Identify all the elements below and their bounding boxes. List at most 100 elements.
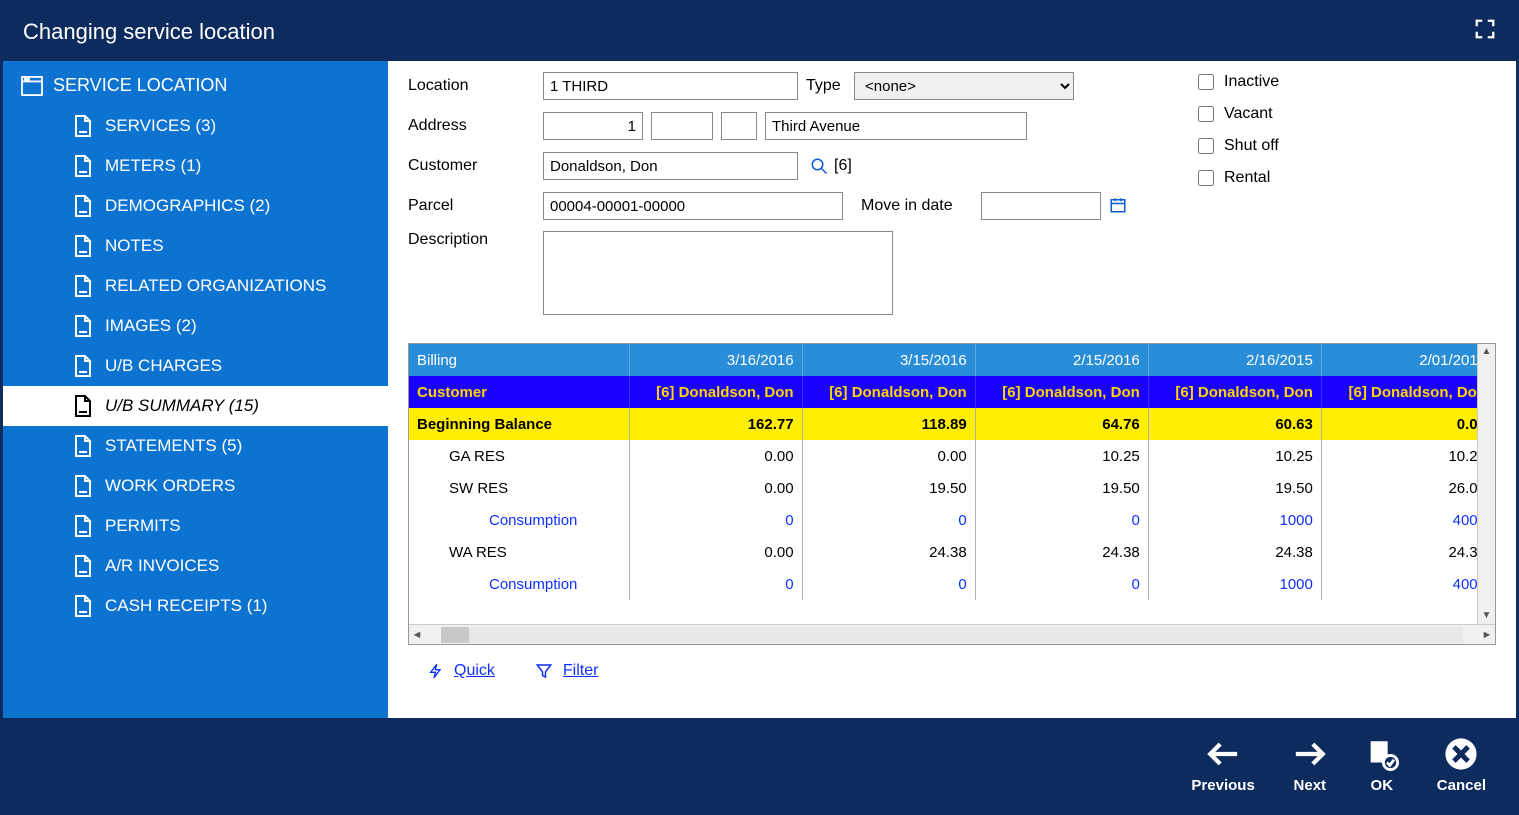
grid-vscrollbar[interactable]: ▲ ▼ <box>1477 344 1495 624</box>
grid-cell: 0 <box>629 504 802 536</box>
grid-cell: 0.00 <box>629 536 802 568</box>
grid-cell: 0.00 <box>629 472 802 504</box>
sidebar-item-1[interactable]: METERS (1) <box>3 146 388 186</box>
grid-col-date[interactable]: 3/15/2016 <box>802 344 975 376</box>
quick-label: Quick <box>454 662 495 680</box>
sidebar-item-5[interactable]: IMAGES (2) <box>3 306 388 346</box>
grid-cell: 24.38 <box>1321 536 1494 568</box>
grid-cell: 19.50 <box>975 472 1148 504</box>
grid-cell: 0 <box>802 504 975 536</box>
grid-row[interactable]: Consumption00010004000 <box>409 568 1495 600</box>
grid-col-billing[interactable]: Billing <box>409 344 629 376</box>
description-label: Description <box>408 231 543 249</box>
sidebar-item-10[interactable]: PERMITS <box>3 506 388 546</box>
grid-cell: 1000 <box>1148 568 1321 600</box>
grid-col-date[interactable]: 2/15/2016 <box>975 344 1148 376</box>
rental-checkbox[interactable]: Rental <box>1198 169 1279 187</box>
grid-col-customer: Customer <box>409 376 629 408</box>
sidebar-item-label: U/B CHARGES <box>105 356 222 376</box>
grid-customer-cell: [6] Donaldson, Don <box>802 376 975 408</box>
previous-button[interactable]: Previous <box>1191 737 1254 794</box>
checkbox-group: Inactive Vacant Shut off Rental <box>1198 71 1279 325</box>
sidebar-item-9[interactable]: WORK ORDERS <box>3 466 388 506</box>
address-unit-input[interactable] <box>651 112 713 140</box>
grid-cell: 10.25 <box>975 440 1148 472</box>
grid-cell: 64.76 <box>975 408 1148 440</box>
sidebar-item-2[interactable]: DEMOGRAPHICS (2) <box>3 186 388 226</box>
scroll-up-icon[interactable]: ▲ <box>1478 344 1495 360</box>
grid-row[interactable]: Beginning Balance162.77118.8964.7660.630… <box>409 408 1495 440</box>
grid-col-date[interactable]: 3/16/2016 <box>629 344 802 376</box>
sidebar-item-4[interactable]: RELATED ORGANIZATIONS <box>3 266 388 306</box>
next-button[interactable]: Next <box>1293 737 1327 794</box>
grid-col-date[interactable]: 2/16/2015 <box>1148 344 1321 376</box>
grid-hscrollbar[interactable]: ◄ ► <box>409 624 1495 644</box>
sidebar-item-12[interactable]: CASH RECEIPTS (1) <box>3 586 388 626</box>
sidebar-item-label: U/B SUMMARY (15) <box>105 396 259 416</box>
location-input[interactable] <box>543 72 798 100</box>
calendar-icon[interactable] <box>1109 196 1127 217</box>
grid-customer-cell: [6] Donaldson, Don <box>1321 376 1494 408</box>
shutoff-checkbox[interactable]: Shut off <box>1198 137 1279 155</box>
customer-input[interactable] <box>543 152 798 180</box>
grid-cell: 24.38 <box>1148 536 1321 568</box>
sidebar-header[interactable]: SERVICE LOCATION <box>3 69 388 106</box>
grid-cell: 4000 <box>1321 504 1494 536</box>
grid-cell: 0 <box>629 568 802 600</box>
sidebar-item-label: IMAGES (2) <box>105 316 197 336</box>
address-street-input[interactable] <box>765 112 1027 140</box>
grid-cell: 26.00 <box>1321 472 1494 504</box>
grid-cell: 60.63 <box>1148 408 1321 440</box>
sidebar-item-3[interactable]: NOTES <box>3 226 388 266</box>
type-select[interactable]: <none> <box>854 72 1074 100</box>
grid-row[interactable]: WA RES0.0024.3824.3824.3824.38 <box>409 536 1495 568</box>
cancel-button[interactable]: Cancel <box>1437 737 1486 794</box>
sidebar-item-label: NOTES <box>105 236 164 256</box>
vacant-checkbox[interactable]: Vacant <box>1198 105 1279 123</box>
grid-cell: 162.77 <box>629 408 802 440</box>
body: SERVICE LOCATION SERVICES (3) METERS (1) D… <box>3 61 1516 718</box>
grid-cell: 0 <box>975 568 1148 600</box>
grid-cell: 0 <box>802 568 975 600</box>
scroll-down-icon[interactable]: ▼ <box>1478 608 1495 624</box>
parcel-input[interactable] <box>543 192 843 220</box>
grid-row-label: WA RES <box>409 536 629 568</box>
sidebar-item-8[interactable]: STATEMENTS (5) <box>3 426 388 466</box>
parcel-label: Parcel <box>408 197 543 215</box>
sidebar-item-label: METERS (1) <box>105 156 201 176</box>
sidebar-item-11[interactable]: A/R INVOICES <box>3 546 388 586</box>
grid-row[interactable]: Consumption00010004000 <box>409 504 1495 536</box>
ok-button[interactable]: OK <box>1365 737 1399 794</box>
address-label: Address <box>408 117 543 135</box>
filter-action[interactable]: Filter <box>535 661 599 681</box>
grid-row-label: SW RES <box>409 472 629 504</box>
grid-cell: 19.50 <box>802 472 975 504</box>
grid-col-date[interactable]: 2/01/2015 <box>1321 344 1494 376</box>
scroll-left-icon[interactable]: ◄ <box>409 629 425 641</box>
main-panel: Location Type <none> Address Customer <box>388 61 1516 718</box>
inactive-checkbox[interactable]: Inactive <box>1198 73 1279 91</box>
grid-cell: 0.00 <box>802 440 975 472</box>
grid-row[interactable]: SW RES0.0019.5019.5019.5026.00 <box>409 472 1495 504</box>
sidebar-item-7[interactable]: U/B SUMMARY (15) <box>3 386 388 426</box>
address-number-input[interactable] <box>543 112 643 140</box>
grid-customer-cell: [6] Donaldson, Don <box>975 376 1148 408</box>
sidebar-item-6[interactable]: U/B CHARGES <box>3 346 388 386</box>
scroll-right-icon[interactable]: ► <box>1479 629 1495 641</box>
sidebar-item-label: A/R INVOICES <box>105 556 219 576</box>
form-area: Location Type <none> Address Customer <box>408 71 1496 325</box>
description-input[interactable] <box>543 231 893 315</box>
quick-action[interactable]: Quick <box>428 661 495 681</box>
maximize-icon[interactable] <box>1474 18 1496 46</box>
grid-cell: 1000 <box>1148 504 1321 536</box>
summary-grid: Billing3/16/20163/15/20162/15/20162/16/2… <box>408 343 1496 645</box>
grid-row-label: Beginning Balance <box>409 408 629 440</box>
customer-search-icon[interactable]: [6] <box>810 157 852 175</box>
grid-cell: 0.00 <box>629 440 802 472</box>
movein-input[interactable] <box>981 192 1101 220</box>
grid-actions: Quick Filter <box>408 645 1496 681</box>
footer: Previous Next OK Cancel <box>3 718 1516 812</box>
grid-row[interactable]: GA RES0.000.0010.2510.2510.25 <box>409 440 1495 472</box>
address-dir-input[interactable] <box>721 112 757 140</box>
sidebar-item-0[interactable]: SERVICES (3) <box>3 106 388 146</box>
